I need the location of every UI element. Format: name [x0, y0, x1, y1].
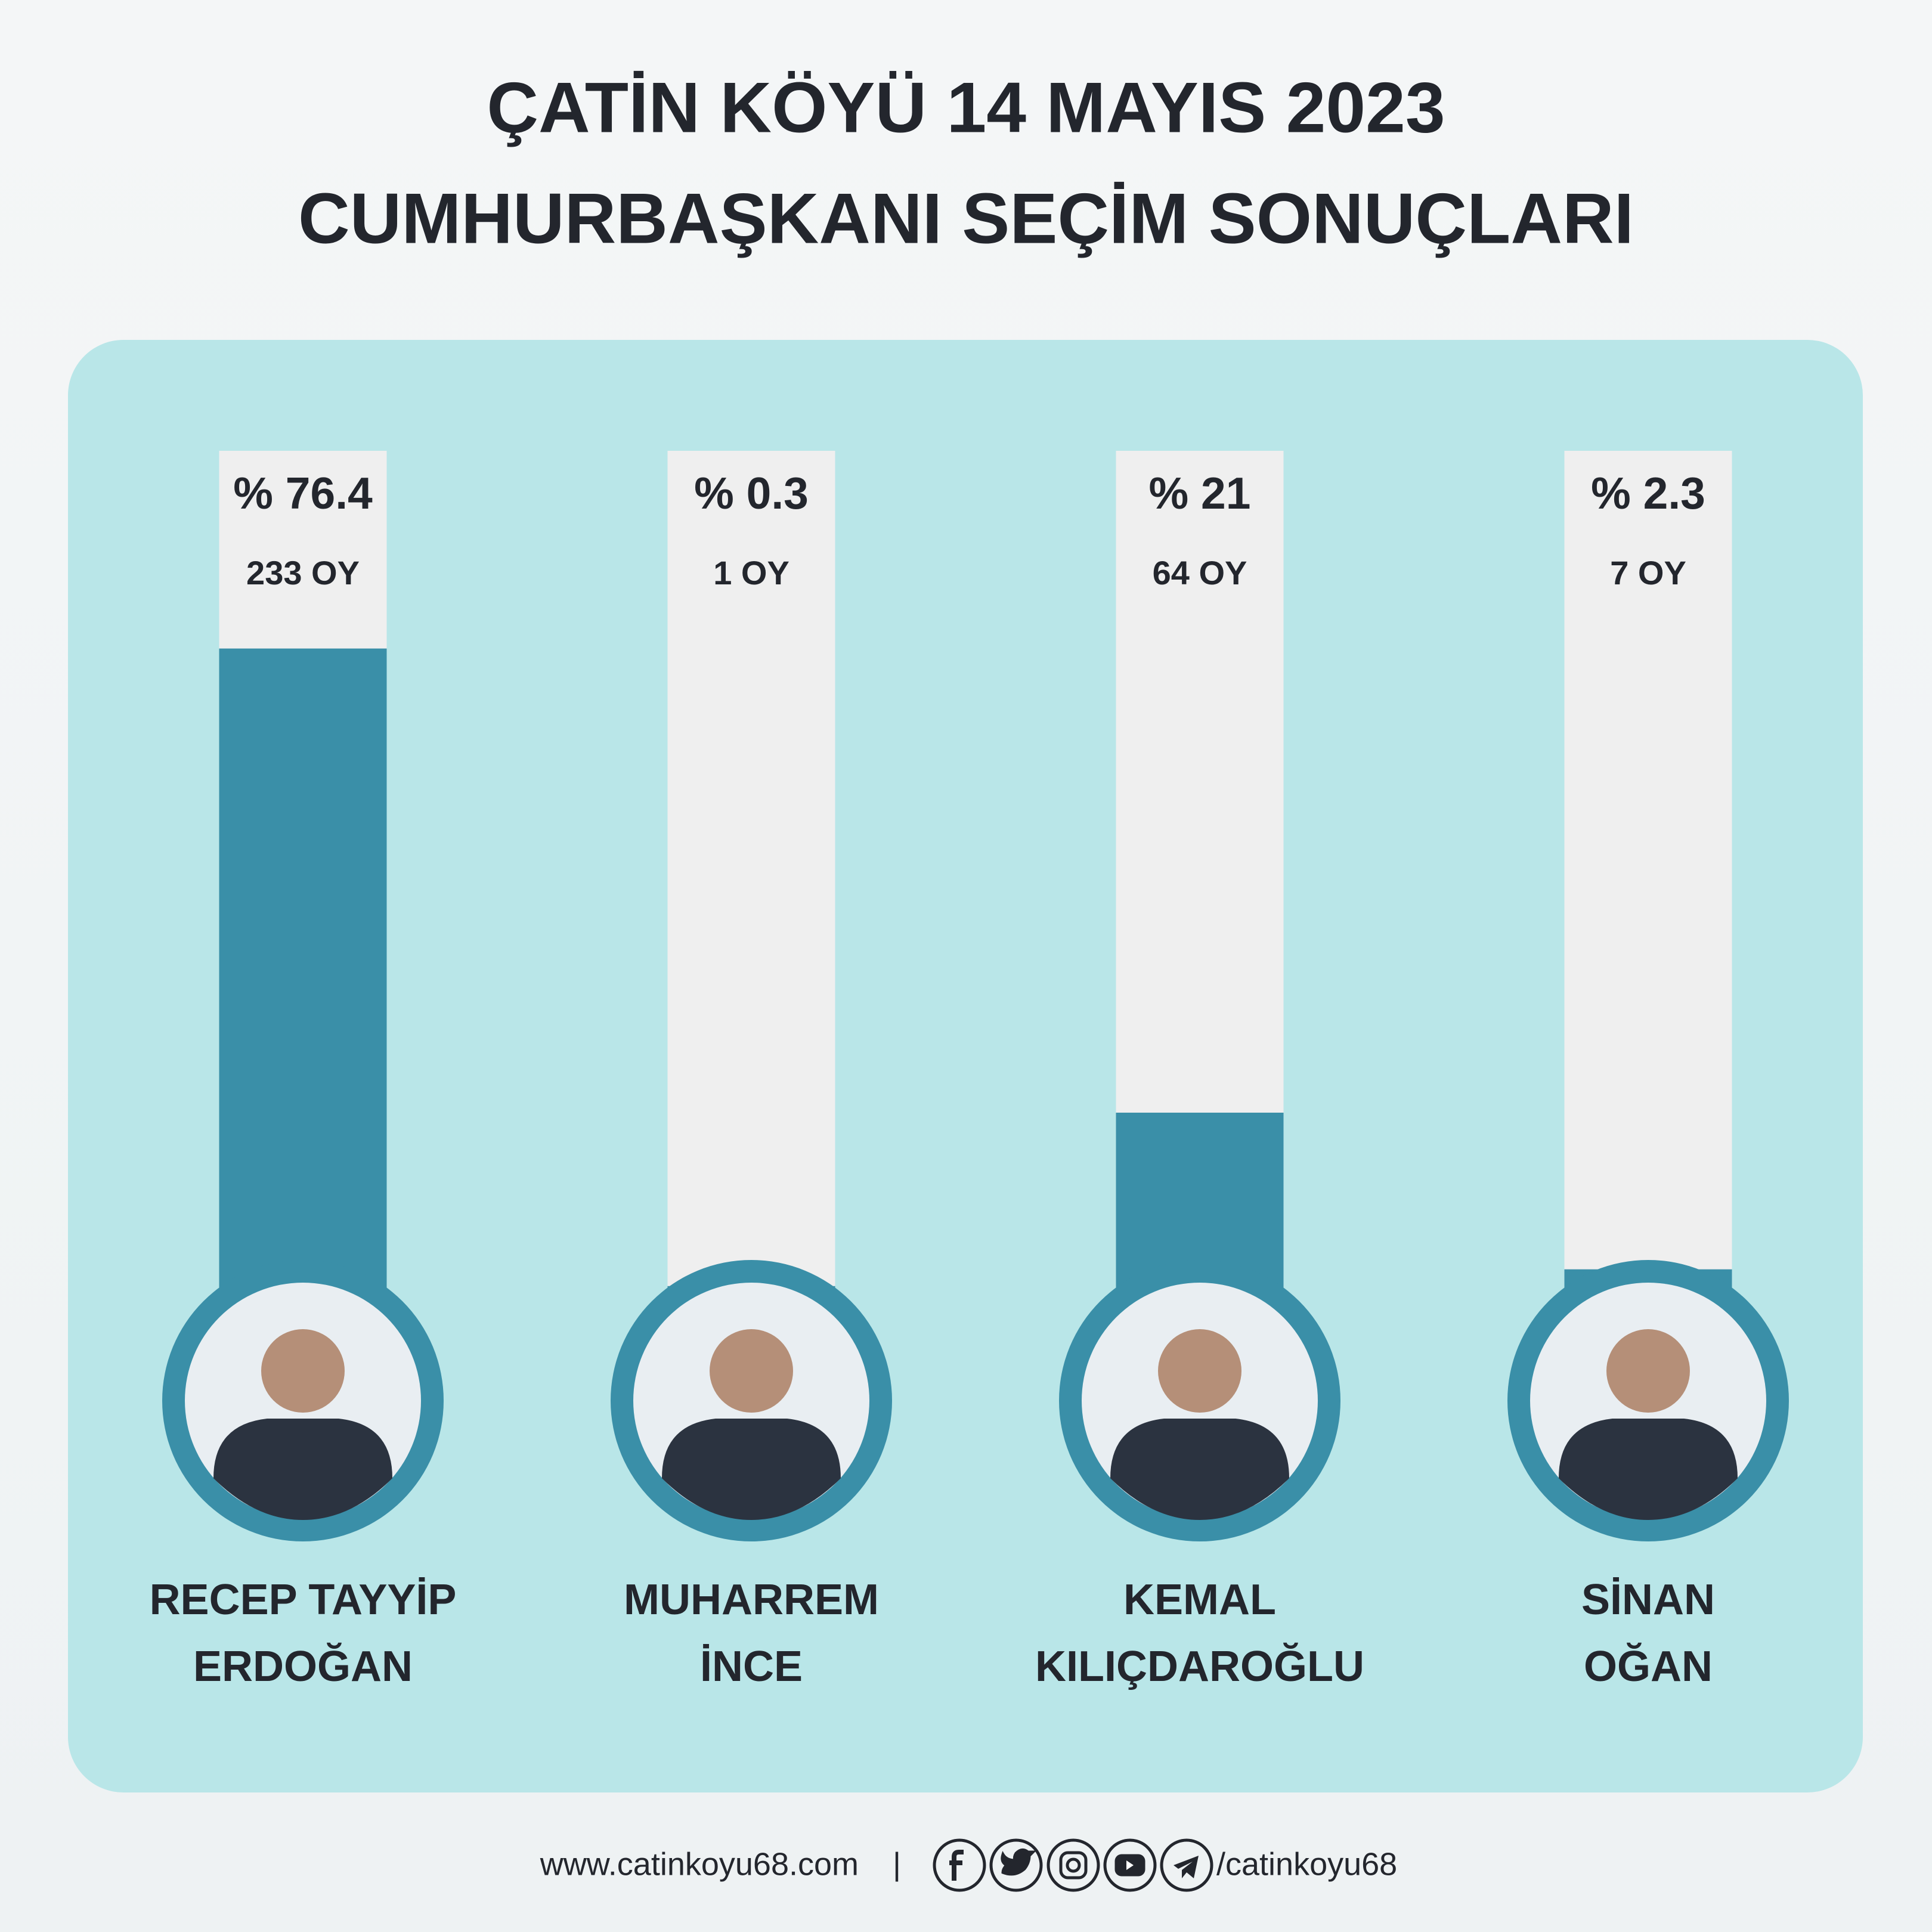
vote-label: 1 OY	[713, 554, 789, 592]
panel	[68, 340, 1863, 1792]
x-tick-label: KILIÇDAROĞLU	[1035, 1643, 1364, 1690]
youtube-play	[1126, 1860, 1134, 1870]
x-tick-label: SİNAN	[1581, 1576, 1715, 1624]
social-icons	[933, 1838, 1213, 1892]
portrait-head	[710, 1329, 793, 1413]
chart-title: ÇATİN KÖYÜ 14 MAYIS 2023	[487, 68, 1445, 148]
x-tick-label: RECEP TAYYİP	[150, 1576, 457, 1624]
vote-label: 7 OY	[1610, 554, 1686, 592]
vote-label: 233 OY	[246, 554, 360, 592]
bars: % 76.4 233 OY RECEP TAYYİP ERDOĞAN % 0.3 1 OY…	[150, 451, 1789, 1690]
facebook-glyph	[949, 1850, 964, 1881]
handle: /catinkoyu68	[1216, 1846, 1397, 1882]
instagram-icon[interactable]	[1046, 1838, 1100, 1892]
vote-label: 64 OY	[1153, 554, 1247, 592]
portrait-body	[1110, 1419, 1289, 1520]
instagram-glyph	[1059, 1851, 1088, 1880]
portrait-head	[261, 1329, 345, 1413]
instagram-lens	[1066, 1857, 1081, 1873]
twitter-glyph	[1001, 1849, 1037, 1876]
bar-track	[667, 451, 835, 1289]
facebook-icon[interactable]	[933, 1838, 986, 1892]
telegram-glyph	[1174, 1856, 1199, 1878]
bar-track	[1564, 451, 1732, 1289]
x-tick-label: MUHARREM	[624, 1576, 879, 1624]
value-label: % 2.3	[1591, 468, 1705, 518]
bar	[219, 648, 387, 1289]
twitter-icon[interactable]	[989, 1838, 1043, 1892]
bar	[1116, 1112, 1284, 1289]
value-label: % 76.4	[233, 468, 373, 518]
portrait-body	[1559, 1419, 1738, 1520]
x-tick-label: ERDOĞAN	[193, 1643, 413, 1690]
x-tick-label: KEMAL	[1123, 1576, 1276, 1624]
x-tick-label: İNCE	[700, 1643, 803, 1690]
telegram-icon[interactable]	[1160, 1838, 1213, 1892]
separator: |	[893, 1846, 901, 1882]
youtube-icon[interactable]	[1103, 1838, 1157, 1892]
footer: www.catinkoyu68.com | /catinkoyu68	[540, 1838, 1397, 1892]
portrait-body	[662, 1419, 841, 1520]
x-tick-label: OĞAN	[1584, 1643, 1713, 1690]
website: www.catinkoyu68.com	[540, 1846, 859, 1882]
chart-subtitle: CUMHURBAŞKANI SEÇİM SONUÇLARI	[298, 179, 1634, 259]
portrait-head	[1606, 1329, 1690, 1413]
portrait-body	[213, 1419, 392, 1520]
value-label: % 0.3	[694, 468, 809, 518]
portrait-head	[1158, 1329, 1241, 1413]
value-label: % 21	[1149, 468, 1251, 518]
